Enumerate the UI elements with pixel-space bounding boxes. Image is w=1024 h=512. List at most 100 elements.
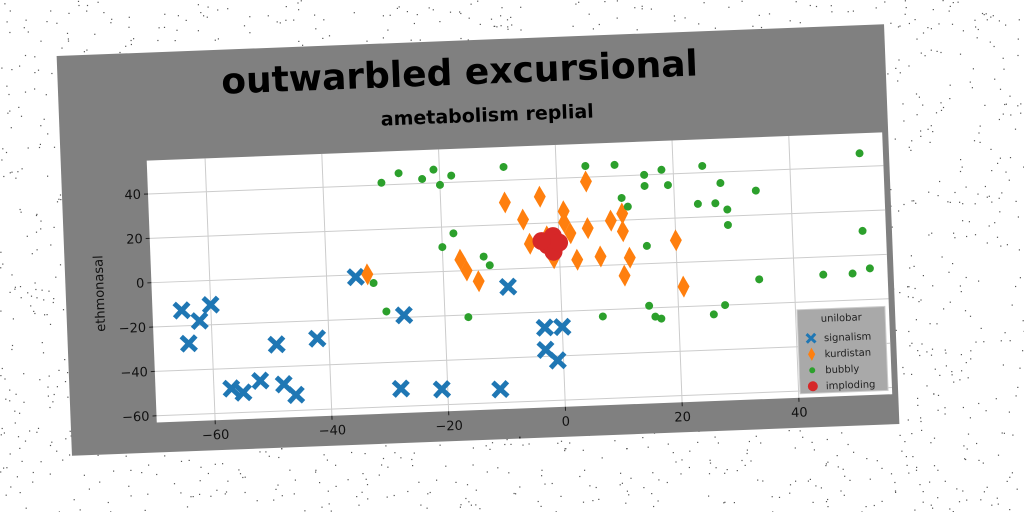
bubbly-point (858, 226, 867, 235)
y-tick-label: 0 (136, 276, 145, 291)
legend-item-signalism: signalism (805, 331, 872, 344)
data-points (172, 149, 874, 405)
imploding-point (550, 233, 569, 252)
y-axis-label: ethmonasal (91, 255, 109, 332)
x-grid-line (321, 153, 333, 416)
legend-label-kurdistan: kurdistan (824, 347, 871, 360)
signalism-point (553, 317, 572, 337)
kurdistan-point (571, 248, 584, 271)
series-imploding (532, 227, 569, 261)
y-tick-label: 20 (126, 232, 143, 248)
grid-lines (147, 135, 892, 421)
legend-marker-imploding (807, 381, 818, 392)
bubbly-point (623, 202, 632, 211)
signalism-point (548, 351, 567, 370)
bubbly-point (438, 243, 447, 252)
kurdistan-point (581, 217, 594, 240)
x-grid-line (788, 135, 800, 398)
bubbly-point (369, 279, 378, 288)
signalism-point (491, 380, 510, 399)
legend-label-signalism: signalism (824, 331, 872, 344)
x-grid-line (438, 149, 450, 412)
kurdistan-point (523, 232, 536, 255)
series-signalism (172, 267, 572, 405)
kurdistan-point (361, 263, 374, 286)
bubbly-point (610, 160, 619, 169)
y-tick-label: 40 (124, 188, 141, 204)
imploding-point (532, 232, 551, 251)
legend-items: signalism kurdistan bubbly imploding (805, 331, 876, 392)
bubbly-point (723, 205, 732, 214)
bubbly-point (716, 179, 725, 188)
x-tick-label: −60 (202, 428, 230, 444)
bubbly-point (499, 162, 508, 171)
bubbly-point (485, 261, 494, 270)
bubbly-point (709, 310, 718, 319)
series-bubbly (369, 149, 874, 323)
legend-label-bubbly: bubbly (825, 364, 860, 376)
legend-item-kurdistan: kurdistan (808, 347, 871, 361)
bubbly-point (698, 161, 707, 170)
bubbly-point (721, 301, 730, 310)
legend-marker-kurdistan (808, 347, 816, 361)
kurdistan-point (498, 191, 511, 214)
signalism-point (391, 379, 411, 398)
kurdistan-point (616, 202, 629, 225)
bubbly-point (479, 252, 488, 261)
bubbly-point (640, 170, 649, 179)
chart-figure: outwarbled excursional ametabolism repli… (56, 24, 900, 456)
y-grid-line (153, 298, 889, 328)
chart-subtitle: ametabolism replial (380, 100, 594, 130)
bubbly-point (382, 307, 391, 316)
signalism-point (267, 335, 286, 354)
bubbly-point (429, 165, 438, 174)
bubbly-point (394, 169, 403, 178)
y-tick-label: −20 (118, 321, 146, 337)
kurdistan-point (564, 222, 577, 245)
signalism-point (394, 305, 414, 325)
bubbly-point (657, 314, 666, 323)
kurdistan-point (618, 264, 631, 287)
kurdistan-point (579, 170, 592, 193)
bubbly-point (435, 180, 444, 189)
bubbly-point (751, 186, 760, 195)
bubbly-point (640, 181, 649, 190)
x-tick-label: −20 (435, 419, 463, 435)
bubbly-point (865, 264, 874, 273)
bubbly-point (464, 313, 473, 322)
y-grid-line (147, 165, 884, 195)
bubbly-point (819, 270, 828, 279)
signalism-point (234, 383, 253, 402)
bubbly-point (617, 193, 626, 202)
chart-title: outwarbled excursional (221, 43, 699, 102)
kurdistan-point (616, 220, 629, 243)
kurdistan-point (604, 209, 617, 232)
x-axis-ticks: −60 −40 −20 0 20 40 (202, 397, 808, 444)
bubbly-point (645, 301, 654, 310)
bubbly-point (418, 175, 427, 184)
signalism-point (251, 371, 270, 390)
kurdistan-point (558, 211, 571, 234)
bubbly-point (848, 269, 857, 278)
legend-marker-bubbly (809, 367, 816, 374)
legend: unilobar signalism kurdistan bubbly implodi… (796, 305, 889, 395)
legend-title: unilobar (821, 312, 863, 325)
y-grid-line (156, 387, 892, 417)
y-grid-line (149, 209, 886, 239)
chart-canvas: outwarbled excursional ametabolism repli… (91, 43, 893, 451)
x-grid-line (204, 158, 216, 421)
signalism-point (190, 311, 209, 331)
bubbly-point (377, 178, 386, 187)
bubbly-point (449, 229, 458, 238)
bubbly-point (581, 162, 590, 171)
signalism-point (222, 379, 241, 398)
y-grid-line (154, 342, 891, 372)
bubbly-point (755, 275, 764, 284)
bubbly-point (598, 312, 607, 321)
kurdistan-point (472, 270, 485, 293)
legend-marker-signalism (805, 332, 817, 344)
bubbly-point (855, 149, 864, 158)
signalism-point (201, 295, 220, 315)
x-grid-line (671, 140, 683, 403)
signalism-point (346, 267, 365, 287)
